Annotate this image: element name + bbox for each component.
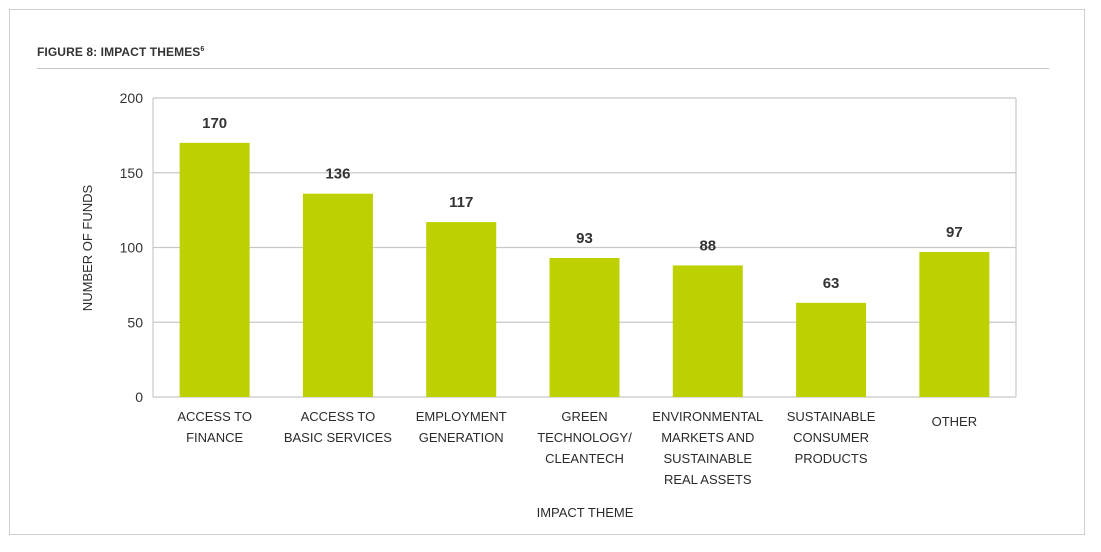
bar-layer [179,142,990,397]
bar-value-label: 136 [325,166,350,183]
figure-title: FIGURE 8: IMPACT THEMES6 [37,45,204,59]
category-label: ACCESS TO BASIC SERVICES [284,409,392,445]
bar-value-label: 117 [449,194,473,211]
bar [796,302,867,397]
bar-value-label: 63 [823,275,840,292]
bar [919,251,990,397]
y-tick-label: 50 [127,314,143,330]
bar-value-label: 170 [202,115,227,132]
figure-title-footnote: 6 [200,46,205,53]
category-label: ACCESS TO FINANCE [177,409,252,445]
bar [426,222,497,397]
bar [179,142,250,397]
category-label: ENVIRONMENTAL MARKETS AND SUSTAINABLE REAL … [652,409,763,487]
grid-layer [152,97,1017,398]
bar-value-label: 88 [699,237,716,254]
bar [302,193,373,397]
label-layer: 0 50 100 150 200 170 ACCESS TO FINANCE 136 ACCESS… [120,90,977,487]
y-tick-label: 150 [120,165,144,181]
bar-value-label: 93 [576,230,593,247]
x-axis-title: IMPACT THEME [537,505,634,520]
category-label: EMPLOYMENT GENERATION [416,409,507,445]
category-label: GREEN TECHNOLOGY/CLEANTECH [537,409,632,466]
category-label: SUSTAINABLE CONSUMER PRODUCTS [787,409,876,466]
y-tick-label: 100 [120,240,144,256]
bar [672,265,743,397]
y-tick-label: 0 [135,389,143,405]
y-axis-title: NUMBER OF FUNDS [80,184,95,311]
figure-title-text: FIGURE 8: IMPACT THEMES [37,45,201,59]
y-tick-label: 200 [120,90,144,106]
category-label: OTHER [932,414,978,429]
bar [549,257,620,397]
title-divider [37,68,1049,69]
bar-value-label: 97 [946,224,963,241]
